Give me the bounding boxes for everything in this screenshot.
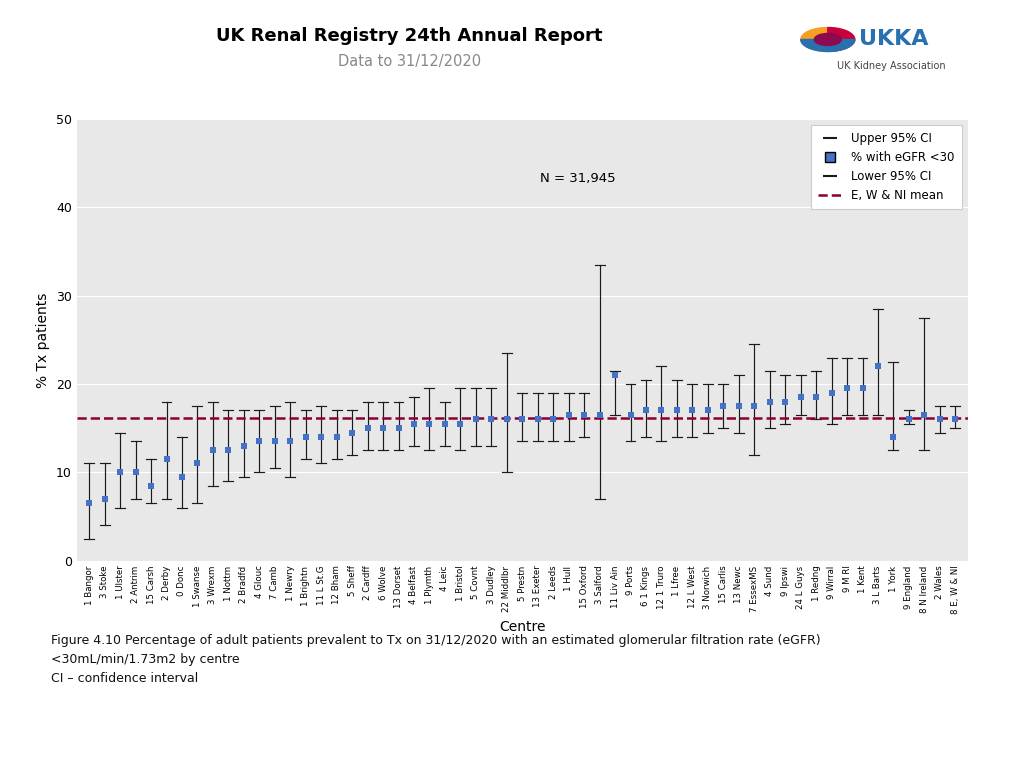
Point: [545, 413, 561, 425]
Point: [653, 404, 670, 416]
Point: [623, 409, 639, 421]
Point: [453, 418, 469, 430]
Point: [823, 387, 840, 399]
Point: [932, 413, 948, 425]
Text: UK Renal Registry 24th Annual Report: UK Renal Registry 24th Annual Report: [216, 27, 603, 45]
Point: [142, 479, 160, 492]
Point: [901, 413, 918, 425]
Point: [159, 453, 175, 465]
Point: [730, 400, 746, 412]
Point: [421, 418, 437, 430]
Point: [560, 409, 577, 421]
Point: [715, 400, 731, 412]
Point: [359, 422, 376, 435]
Point: [607, 369, 624, 382]
Point: [684, 404, 700, 416]
Point: [390, 422, 407, 435]
Point: [483, 413, 500, 425]
Point: [699, 404, 716, 416]
Wedge shape: [827, 28, 855, 51]
X-axis label: Centre: Centre: [499, 620, 546, 634]
Point: [869, 360, 886, 372]
Circle shape: [814, 34, 842, 45]
Legend: Upper 95% CI, % with eGFR <30, Lower 95% CI, E, W & NI mean: Upper 95% CI, % with eGFR <30, Lower 95%…: [811, 125, 962, 209]
Point: [592, 409, 608, 421]
Point: [514, 413, 530, 425]
Point: [885, 431, 901, 443]
Point: [406, 418, 422, 430]
Point: [205, 444, 221, 456]
Point: [81, 497, 97, 509]
Point: [499, 413, 515, 425]
Point: [947, 413, 964, 425]
Point: [220, 444, 237, 456]
Point: [251, 435, 267, 448]
Point: [436, 418, 453, 430]
Point: [762, 396, 778, 408]
Wedge shape: [801, 28, 827, 51]
Point: [96, 493, 113, 505]
Point: [746, 400, 763, 412]
Point: [313, 431, 330, 443]
Point: [298, 431, 314, 443]
Point: [329, 431, 345, 443]
Point: [112, 466, 128, 478]
Point: [375, 422, 391, 435]
Text: N = 31,945: N = 31,945: [540, 172, 615, 185]
Point: [529, 413, 546, 425]
Point: [468, 413, 484, 425]
Point: [839, 382, 855, 395]
Point: [638, 404, 654, 416]
Wedge shape: [801, 39, 855, 51]
Text: Figure 4.10 Percentage of adult patients prevalent to Tx on 31/12/2020 with an e: Figure 4.10 Percentage of adult patients…: [51, 634, 821, 684]
Point: [854, 382, 870, 395]
Point: [344, 426, 360, 439]
Point: [916, 409, 933, 421]
Point: [174, 471, 190, 483]
Text: Data to 31/12/2020: Data to 31/12/2020: [338, 54, 481, 69]
Point: [669, 404, 685, 416]
Point: [266, 435, 283, 448]
Point: [793, 391, 809, 403]
Text: UK Kidney Association: UK Kidney Association: [837, 61, 945, 71]
Point: [127, 466, 143, 478]
Point: [189, 457, 206, 469]
Y-axis label: % Tx patients: % Tx patients: [37, 292, 50, 388]
Point: [575, 409, 592, 421]
Text: UKKA: UKKA: [859, 29, 929, 49]
Point: [282, 435, 298, 448]
Point: [808, 391, 824, 403]
Point: [236, 439, 252, 452]
Point: [777, 396, 794, 408]
